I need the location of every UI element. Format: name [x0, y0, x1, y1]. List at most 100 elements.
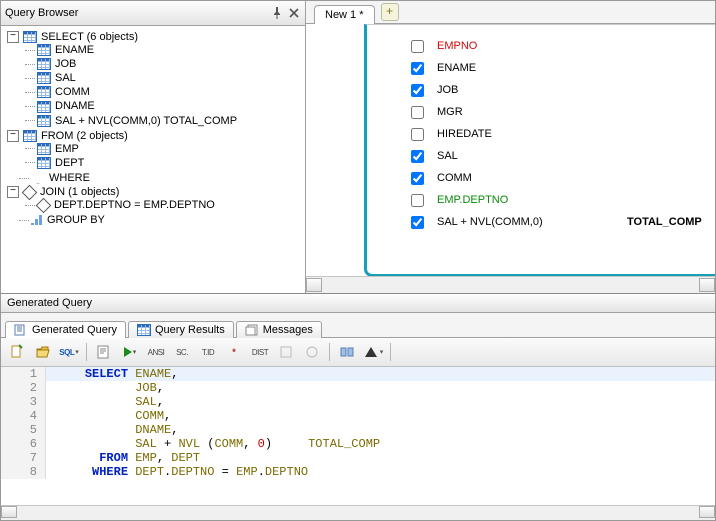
- play-icon: [124, 347, 132, 357]
- tree-col[interactable]: DNAME: [25, 99, 303, 113]
- tree-col[interactable]: SAL + NVL(COMM,0) TOTAL_COMP: [25, 114, 303, 128]
- query-browser-tree[interactable]: SELECT (6 objects)ENAMEJOBSALCOMMDNAMESA…: [1, 26, 305, 293]
- scroll-right-icon[interactable]: [699, 506, 715, 518]
- tree-groupby[interactable]: GROUP BY: [7, 213, 303, 227]
- tree-col[interactable]: JOB: [25, 57, 303, 71]
- column-row[interactable]: ENAME: [407, 57, 703, 79]
- code-line[interactable]: 4 COMM,: [1, 409, 715, 423]
- scroll-right-icon[interactable]: [699, 278, 715, 292]
- column-row[interactable]: JOB: [407, 79, 703, 101]
- pin-icon[interactable]: [270, 6, 284, 20]
- tab-generated-query[interactable]: Generated Query: [5, 321, 126, 338]
- column-name: SAL + NVL(COMM,0): [437, 216, 617, 228]
- code-text[interactable]: COMM,: [46, 409, 715, 423]
- column-checkbox[interactable]: [411, 84, 424, 97]
- code-line[interactable]: 5 DNAME,: [1, 423, 715, 437]
- column-row[interactable]: SAL + NVL(COMM,0)TOTAL_COMP: [407, 211, 703, 233]
- column-checkbox[interactable]: [411, 128, 424, 141]
- line-number: 1: [1, 367, 46, 381]
- scroll-left-icon[interactable]: [306, 278, 322, 292]
- toolbar-ansi-button[interactable]: ANSI: [144, 341, 168, 363]
- column-checkbox[interactable]: [411, 172, 424, 185]
- column-name: MGR: [437, 106, 617, 118]
- toolbar-open-button[interactable]: [31, 341, 55, 363]
- table-icon: [37, 101, 51, 113]
- tree-col[interactable]: COMM: [25, 85, 303, 99]
- tree-col[interactable]: ENAME: [25, 43, 303, 57]
- column-checkbox[interactable]: [411, 216, 424, 229]
- tree-join-cond[interactable]: DEPT.DEPTNO = EMP.DEPTNO: [25, 198, 303, 212]
- toolbar-t1-button[interactable]: [335, 341, 359, 363]
- column-checkbox[interactable]: [411, 194, 424, 207]
- toolbar--button[interactable]: *: [222, 341, 246, 363]
- code-text[interactable]: SAL,: [46, 395, 715, 409]
- editor-h-scrollbar[interactable]: [1, 505, 715, 520]
- column-row[interactable]: EMPNO: [407, 35, 703, 57]
- tab-query-results-label: Query Results: [155, 324, 225, 336]
- collapse-icon[interactable]: [7, 130, 19, 142]
- code-line[interactable]: 7 FROM EMP, DEPT: [1, 451, 715, 465]
- sql-editor[interactable]: 1 SELECT ENAME,2 JOB,3 SAL,4 COMM,5 DNAM…: [1, 367, 715, 505]
- table-icon: [23, 130, 37, 142]
- toolbar-t2-button[interactable]: ▾: [361, 341, 385, 363]
- tab-messages-label: Messages: [263, 324, 313, 336]
- tree-from[interactable]: FROM (2 objects)EMPDEPT: [7, 129, 303, 171]
- column-row[interactable]: COMM: [407, 167, 703, 189]
- code-text[interactable]: WHERE DEPT.DEPTNO = EMP.DEPTNO: [46, 465, 715, 479]
- code-line[interactable]: 8 WHERE DEPT.DEPTNO = EMP.DEPTNO: [1, 465, 715, 479]
- toolbar-d1-button[interactable]: [274, 341, 298, 363]
- toolbar-tid-button[interactable]: T.ID: [196, 341, 220, 363]
- top-split: Query Browser SELECT (6 objects)ENAMEJOB…: [1, 1, 715, 293]
- table-icon: [23, 31, 37, 43]
- tab-new1[interactable]: New 1 *: [314, 5, 375, 24]
- column-checkbox[interactable]: [411, 62, 424, 75]
- toolbar-separator: [86, 343, 87, 361]
- collapse-icon[interactable]: [7, 31, 19, 43]
- tree-join[interactable]: JOIN (1 objects)DEPT.DEPTNO = EMP.DEPTNO: [7, 185, 303, 213]
- toolbar-dist-button[interactable]: DIST: [248, 341, 272, 363]
- column-row[interactable]: HIREDATE: [407, 123, 703, 145]
- messages-icon: [245, 324, 259, 336]
- code-text[interactable]: SAL + NVL (COMM, 0) TOTAL_COMP: [46, 437, 715, 451]
- code-line[interactable]: 3 SAL,: [1, 395, 715, 409]
- tree-select[interactable]: SELECT (6 objects)ENAMEJOBSALCOMMDNAMESA…: [7, 30, 303, 129]
- line-number: 6: [1, 437, 46, 451]
- code-text[interactable]: JOB,: [46, 381, 715, 395]
- tab-messages[interactable]: Messages: [236, 321, 322, 338]
- toolbar-fmt-button[interactable]: [92, 341, 116, 363]
- toolbar-new-button[interactable]: [5, 341, 29, 363]
- column-row[interactable]: SAL: [407, 145, 703, 167]
- column-row[interactable]: EMP.DEPTNO: [407, 189, 703, 211]
- code-line[interactable]: 2 JOB,: [1, 381, 715, 395]
- new-tab-button[interactable]: +: [381, 3, 399, 21]
- table-icon: [37, 44, 51, 56]
- column-checkbox[interactable]: [411, 106, 424, 119]
- tree-col[interactable]: SAL: [25, 71, 303, 85]
- collapse-icon[interactable]: [7, 186, 19, 198]
- groupby-icon: [31, 215, 43, 225]
- column-row[interactable]: MGR: [407, 101, 703, 123]
- toolbar-separator: [390, 343, 391, 361]
- column-checkbox[interactable]: [411, 150, 424, 163]
- column-name: JOB: [437, 84, 617, 96]
- query-browser-title: Query Browser: [5, 7, 267, 19]
- code-line[interactable]: 1 SELECT ENAME,: [1, 367, 715, 381]
- toolbar-sql-button[interactable]: SQL▾: [57, 341, 81, 363]
- column-name: HIREDATE: [437, 128, 617, 140]
- code-text[interactable]: SELECT ENAME,: [46, 367, 715, 381]
- scroll-left-icon[interactable]: [1, 506, 17, 518]
- code-text[interactable]: FROM EMP, DEPT: [46, 451, 715, 465]
- toolbar-d2-button[interactable]: [300, 341, 324, 363]
- toolbar-separator: [329, 343, 330, 361]
- code-line[interactable]: 6 SAL + NVL (COMM, 0) TOTAL_COMP: [1, 437, 715, 451]
- tree-table[interactable]: DEPT: [25, 156, 303, 170]
- column-checkbox[interactable]: [411, 40, 424, 53]
- close-icon[interactable]: [287, 6, 301, 20]
- toolbar-run-button[interactable]: ▾: [118, 341, 142, 363]
- toolbar-sc-button[interactable]: SC.: [170, 341, 194, 363]
- h-scrollbar[interactable]: [306, 276, 715, 293]
- tree-where[interactable]: WHERE: [7, 171, 303, 185]
- tab-query-results[interactable]: Query Results: [128, 321, 234, 338]
- code-text[interactable]: DNAME,: [46, 423, 715, 437]
- tree-table[interactable]: EMP: [25, 142, 303, 156]
